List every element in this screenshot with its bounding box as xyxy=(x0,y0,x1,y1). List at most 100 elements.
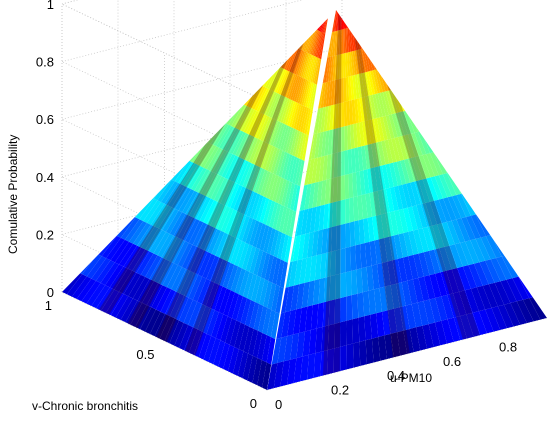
surface-left-cell xyxy=(189,193,205,218)
surface-left-cell xyxy=(188,274,203,300)
surface-left-cell xyxy=(259,197,270,224)
surface-left-cell xyxy=(139,172,159,194)
surface-right-cell xyxy=(361,194,368,219)
surface-left-cell xyxy=(158,153,177,176)
surface-right-cell xyxy=(326,154,332,180)
surface-left-cell xyxy=(100,262,120,286)
surface-left-cell xyxy=(203,146,219,170)
surface-right-cell xyxy=(320,179,327,206)
surface-left-cell xyxy=(276,69,288,94)
surface-right-cell xyxy=(421,105,435,129)
surface-left-cell xyxy=(173,241,189,266)
surface-right-cell xyxy=(413,83,428,106)
grid-line-z-left-3 xyxy=(61,118,268,218)
surface-right-cell xyxy=(335,273,341,300)
surface-left-cell xyxy=(244,56,261,79)
surface-left-cell xyxy=(235,133,249,157)
surface-left-cell xyxy=(310,29,318,55)
surface-right-cell xyxy=(389,41,402,64)
surface-left-cell xyxy=(66,274,87,297)
surface-right-cell xyxy=(411,84,425,107)
surface-left-cell xyxy=(272,122,283,147)
surface-left-cell xyxy=(300,52,309,78)
surface-right-cell xyxy=(389,186,399,211)
surface-left-cell xyxy=(253,194,264,221)
surface-left-cell xyxy=(250,32,267,54)
surface-left-cell xyxy=(222,235,235,261)
surface-left-cell xyxy=(290,75,300,101)
surface-left-cell xyxy=(230,266,242,293)
surface-left-cell xyxy=(240,135,254,160)
surface-right-cell xyxy=(365,193,372,218)
grid-line-x-floor-0 xyxy=(61,291,268,391)
surface-right-cell xyxy=(354,220,361,246)
surface-right-cell xyxy=(523,298,541,322)
surface-right-cell xyxy=(378,19,390,43)
surface-left-cell xyxy=(120,217,140,240)
surface-left-cell xyxy=(218,342,230,369)
surface-left-cell xyxy=(286,73,296,99)
surface-right-cell xyxy=(343,0,344,5)
surface-left-cell xyxy=(276,259,285,287)
surface-left-cell xyxy=(258,35,274,58)
surface-right-cell xyxy=(414,180,426,205)
surface-left-cell xyxy=(238,107,253,131)
surface-right-cell xyxy=(347,124,352,150)
surface-right-cell xyxy=(377,189,386,215)
surface-right-cell xyxy=(417,131,430,155)
surface-left-cell xyxy=(166,265,182,290)
surface-left-cell xyxy=(105,264,124,288)
surface-right-cell xyxy=(312,181,319,208)
surface-right-cell xyxy=(465,288,479,313)
surface-left-cell xyxy=(202,253,216,279)
surface-right-cell xyxy=(422,324,434,349)
surface-left-cell xyxy=(262,199,273,225)
surface-left-cell xyxy=(160,181,179,204)
surface-left-cell xyxy=(291,10,306,19)
surface-left-cell xyxy=(160,289,176,314)
surface-right-cell xyxy=(461,217,476,241)
surface-right-cell xyxy=(371,10,384,20)
surface-right-cell xyxy=(385,212,394,237)
surface-left-cell xyxy=(251,33,269,55)
surface-right-cell xyxy=(346,319,353,346)
surface-right-cell xyxy=(408,254,419,280)
surface-left-cell xyxy=(224,128,239,152)
surface-right-cell xyxy=(340,199,346,225)
surface-right-cell xyxy=(384,18,398,41)
surface-left-cell xyxy=(158,207,175,231)
surface-left-cell xyxy=(253,33,270,56)
surface-right-cell xyxy=(353,123,358,149)
surface-left-cell xyxy=(284,154,293,180)
surface-right-cell xyxy=(316,302,324,329)
surface-left-cell xyxy=(252,86,266,110)
surface-left-cell xyxy=(194,169,210,193)
surface-right-cell xyxy=(322,155,328,181)
surface-right-cell xyxy=(285,285,294,313)
surface-right-cell xyxy=(308,328,317,355)
surface-left-cell xyxy=(212,150,228,174)
surface-right-cell xyxy=(304,159,312,186)
surface-right-cell xyxy=(293,308,302,335)
surface-left-cell xyxy=(218,152,233,177)
surface-right-cell xyxy=(420,203,433,227)
surface-right-cell xyxy=(351,0,357,2)
surface-left-cell xyxy=(218,288,231,315)
surface-right-cell xyxy=(358,49,364,74)
surface-right-cell xyxy=(434,126,449,150)
surface-left-cell xyxy=(303,10,314,24)
surface-right-cell xyxy=(402,183,412,208)
surface-left-cell xyxy=(230,239,242,265)
surface-left-cell xyxy=(230,184,243,210)
surface-left-cell xyxy=(135,197,154,220)
surface-left-cell xyxy=(272,15,288,37)
surface-right-cell xyxy=(407,279,418,305)
y-tick-label: 0.5 xyxy=(136,347,154,362)
surface-right-cell xyxy=(330,250,336,277)
surface-left-cell xyxy=(305,81,313,108)
surface-left-cell xyxy=(238,134,251,158)
surface-left-cell xyxy=(109,266,128,290)
surface-left-cell xyxy=(191,167,207,191)
surface-left-cell xyxy=(306,28,315,53)
surface-right-cell xyxy=(357,292,365,318)
